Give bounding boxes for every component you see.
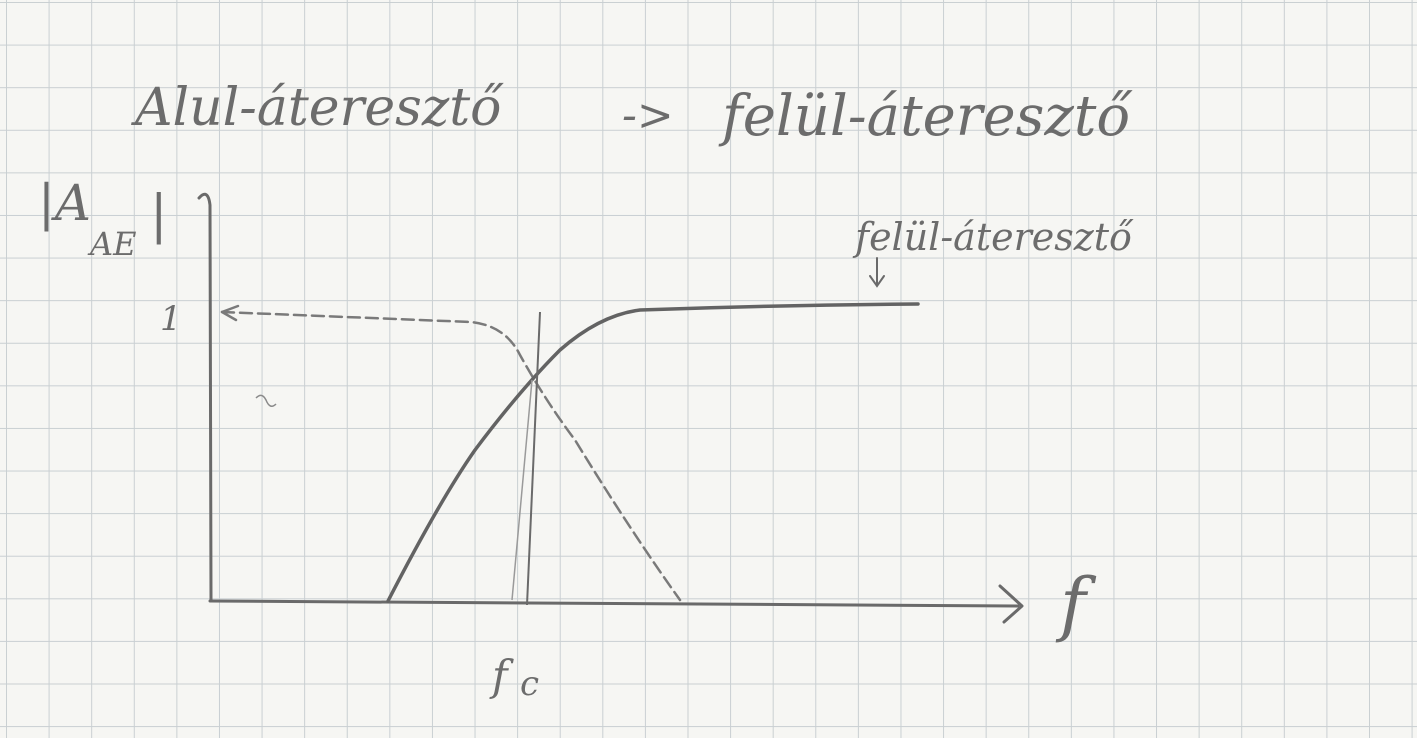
- y-axis-label-subscript: AE: [87, 225, 136, 263]
- cutoff-label-subscript: c: [520, 664, 539, 704]
- x-axis-arrowhead: [998, 584, 1024, 624]
- pencil-squiggle: [255, 394, 277, 407]
- annotation-arrow: [869, 257, 885, 288]
- cutoff-label: f: [489, 651, 514, 700]
- lowpass-curve-arrow-tip: [220, 304, 240, 322]
- y-tick-label-one: 1: [160, 299, 182, 339]
- highpass-curve-label: felül-áteresztő: [852, 215, 1134, 259]
- x-axis-label: f: [1055, 563, 1097, 645]
- title-highpass: felül-áteresztő: [718, 84, 1133, 149]
- title-arrow: ->: [622, 90, 674, 141]
- cutoff-line: [526, 311, 541, 606]
- lowpass-dashed-curve: [220, 310, 682, 602]
- cutoff-line-secondary: [511, 379, 533, 601]
- x-axis-line: [208, 599, 1020, 608]
- y-axis-label: |A: [38, 174, 91, 232]
- highpass-solid-curve: [386, 302, 920, 603]
- y-axis-line: [197, 192, 213, 602]
- y-axis-label-close: |: [150, 185, 168, 245]
- title-lowpass: Alul-áteresztő: [131, 78, 504, 138]
